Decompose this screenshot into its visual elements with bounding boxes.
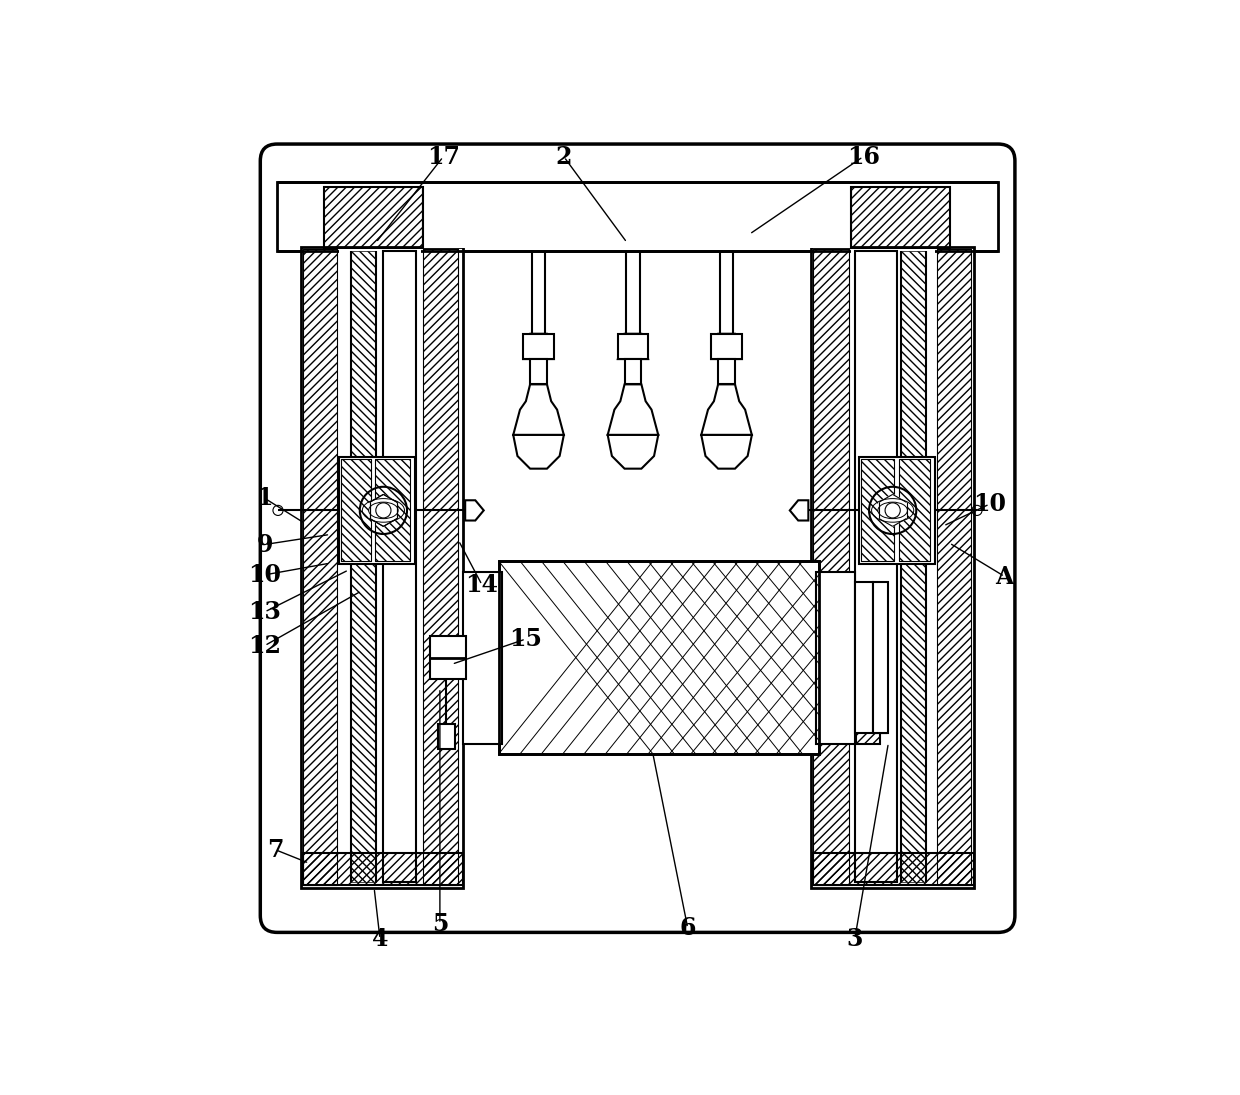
- Bar: [304, 250, 337, 885]
- Bar: [851, 187, 950, 247]
- Bar: [854, 251, 897, 881]
- Polygon shape: [712, 334, 742, 359]
- Bar: [304, 250, 337, 885]
- Text: 16: 16: [847, 145, 879, 169]
- Bar: [423, 187, 851, 247]
- Bar: [873, 583, 888, 733]
- Text: 10: 10: [248, 563, 281, 587]
- Text: A: A: [996, 565, 1014, 589]
- Bar: [625, 359, 641, 384]
- Bar: [859, 457, 935, 564]
- Bar: [813, 250, 849, 885]
- Bar: [341, 460, 371, 562]
- Bar: [464, 572, 502, 744]
- Bar: [301, 246, 464, 888]
- Bar: [937, 250, 971, 885]
- Bar: [862, 460, 894, 562]
- Bar: [811, 246, 973, 888]
- Bar: [813, 853, 973, 885]
- Text: 10: 10: [973, 492, 1006, 516]
- Polygon shape: [702, 384, 751, 435]
- Bar: [304, 853, 464, 885]
- Bar: [341, 460, 371, 562]
- Polygon shape: [513, 384, 564, 435]
- Bar: [498, 562, 820, 753]
- Polygon shape: [702, 435, 751, 469]
- FancyBboxPatch shape: [260, 145, 1014, 933]
- Text: 5: 5: [432, 912, 448, 936]
- Bar: [374, 460, 410, 562]
- Bar: [901, 251, 926, 881]
- Bar: [498, 562, 820, 753]
- Polygon shape: [465, 500, 484, 520]
- Polygon shape: [790, 500, 808, 520]
- Bar: [857, 672, 880, 744]
- Bar: [423, 250, 459, 885]
- Bar: [813, 853, 973, 885]
- Bar: [339, 250, 422, 885]
- Polygon shape: [608, 384, 658, 435]
- Polygon shape: [608, 435, 658, 469]
- Text: 3: 3: [847, 927, 863, 952]
- Bar: [278, 182, 998, 251]
- Polygon shape: [513, 435, 564, 469]
- Bar: [430, 636, 466, 679]
- Bar: [899, 460, 930, 562]
- Bar: [857, 672, 880, 744]
- Bar: [718, 359, 735, 384]
- Polygon shape: [523, 334, 554, 359]
- Bar: [304, 853, 464, 885]
- Bar: [531, 359, 547, 384]
- Bar: [854, 583, 873, 733]
- Bar: [523, 334, 554, 359]
- Text: 2: 2: [556, 145, 572, 169]
- Bar: [351, 251, 376, 881]
- Text: 6: 6: [680, 917, 696, 941]
- Bar: [937, 250, 971, 885]
- Bar: [813, 250, 849, 885]
- Text: 1: 1: [257, 486, 273, 510]
- Text: 13: 13: [248, 600, 281, 624]
- Polygon shape: [879, 494, 906, 527]
- Text: 9: 9: [257, 532, 273, 556]
- Bar: [712, 334, 742, 359]
- Bar: [438, 724, 455, 749]
- Bar: [339, 457, 414, 564]
- Bar: [851, 250, 935, 885]
- Bar: [383, 251, 417, 881]
- Polygon shape: [618, 334, 649, 359]
- Text: 17: 17: [427, 145, 460, 169]
- Bar: [862, 460, 894, 562]
- Bar: [324, 187, 423, 247]
- Bar: [324, 187, 423, 247]
- Bar: [899, 460, 930, 562]
- Text: 4: 4: [372, 927, 388, 952]
- Text: 15: 15: [510, 627, 542, 650]
- Text: 7: 7: [268, 838, 284, 862]
- Polygon shape: [370, 494, 397, 527]
- Bar: [374, 460, 410, 562]
- Text: 12: 12: [248, 634, 281, 658]
- Bar: [618, 334, 649, 359]
- Bar: [423, 250, 459, 885]
- Bar: [816, 572, 854, 744]
- Bar: [851, 187, 950, 247]
- Text: 14: 14: [465, 573, 498, 597]
